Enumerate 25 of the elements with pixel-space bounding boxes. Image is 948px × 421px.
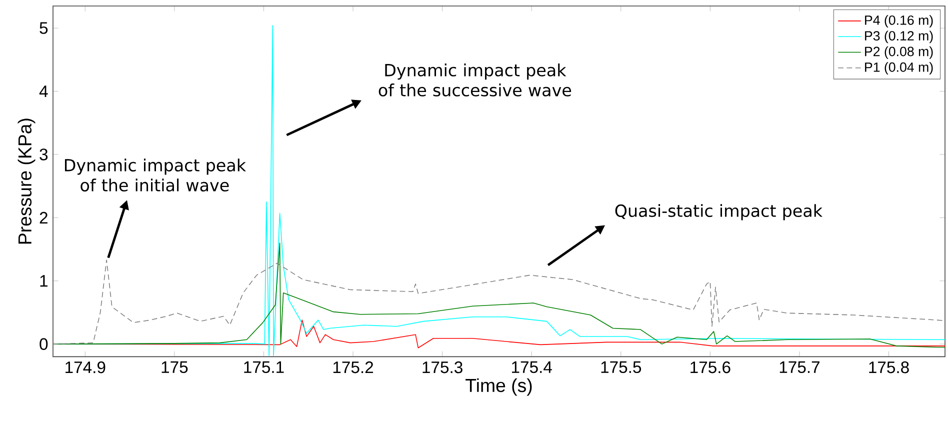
y-axis-title: Pressure (KPa) bbox=[18, 118, 36, 244]
x-tick-label: 175.4 bbox=[512, 361, 552, 374]
y-tick-label: 4 bbox=[39, 86, 48, 98]
x-tick-label: 174.9 bbox=[66, 361, 106, 374]
x-tick-label: 175.3 bbox=[422, 361, 462, 374]
y-tick-label: 3 bbox=[40, 148, 48, 160]
x-tick-label: 175.6 bbox=[690, 361, 730, 374]
annotation: Dynamic impact peak of the successive wave bbox=[378, 64, 572, 96]
x-tick-label: 175.8 bbox=[869, 361, 909, 374]
y-tick-label: 1 bbox=[40, 275, 48, 287]
y-tick-label: 0 bbox=[40, 338, 48, 350]
x-tick-label: 175.2 bbox=[333, 361, 374, 374]
y-tick-label: 5 bbox=[40, 22, 48, 34]
annotation: Quasi-static impact peak bbox=[615, 204, 822, 220]
annotation: Dynamic impact peak of the initial wave bbox=[64, 158, 246, 192]
legend-label: P4 (0.16 m) bbox=[865, 15, 933, 28]
legend-label: P3 (0.12 m) bbox=[865, 30, 933, 44]
legend-label: P2 (0.08 m) bbox=[865, 46, 933, 59]
x-tick-label: 175 bbox=[162, 361, 188, 374]
x-tick-label: 175.5 bbox=[601, 361, 642, 374]
legend-label: P1 (0.04 m) bbox=[865, 62, 933, 75]
x-axis-title: Time (s) bbox=[466, 378, 532, 396]
x-tick-label: 175.7 bbox=[780, 361, 820, 374]
y-tick-label: 2 bbox=[40, 212, 48, 224]
x-tick-label: 175.1 bbox=[244, 361, 284, 374]
